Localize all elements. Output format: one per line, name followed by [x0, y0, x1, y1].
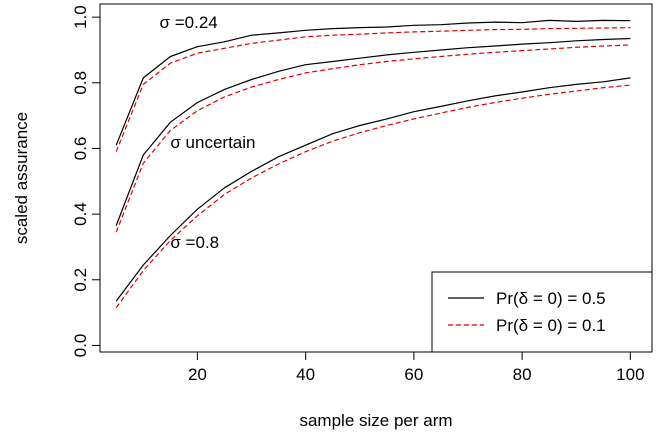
y-tick-label: 1.0 [71, 5, 90, 29]
legend-box [431, 271, 653, 353]
series-lines [115, 19, 631, 309]
curve-annotation: σ =0.24 [160, 13, 218, 32]
y-tick-label: 0.0 [71, 334, 90, 358]
legend-label-dashed: Pr(δ = 0) = 0.1 [496, 316, 606, 335]
series-line-4 [115, 77, 631, 302]
x-tick-label: 100 [616, 365, 644, 384]
legend: Pr(δ = 0) = 0.5 Pr(δ = 0) = 0.1 [431, 271, 653, 353]
series-line-0 [115, 19, 631, 146]
y-tick-label: 0.6 [71, 137, 90, 161]
x-axis-title: sample size per arm [299, 411, 452, 430]
series-line-3 [115, 44, 631, 233]
y-axis: 0.0 0.2 0.4 0.6 0.8 1.0 [71, 5, 101, 358]
curve-annotations: σ =0.24 σ uncertain σ =0.8 [160, 13, 256, 252]
y-axis-title: scaled assurance [12, 112, 31, 244]
series-line-1 [115, 27, 631, 152]
curve-annotation: σ =0.8 [170, 233, 219, 252]
y-tick-label: 0.4 [71, 202, 90, 226]
x-tick-label: 80 [513, 365, 532, 384]
x-tick-label: 60 [404, 365, 423, 384]
legend-label-solid: Pr(δ = 0) = 0.5 [496, 289, 606, 308]
x-axis: 20 40 60 80 100 [188, 351, 645, 384]
series-line-5 [115, 84, 631, 309]
series-line-2 [115, 37, 631, 226]
y-tick-label: 0.2 [71, 268, 90, 292]
x-tick-label: 20 [188, 365, 207, 384]
curve-annotation: σ uncertain [170, 133, 255, 152]
x-tick-label: 40 [296, 365, 315, 384]
y-tick-label: 0.8 [71, 71, 90, 95]
